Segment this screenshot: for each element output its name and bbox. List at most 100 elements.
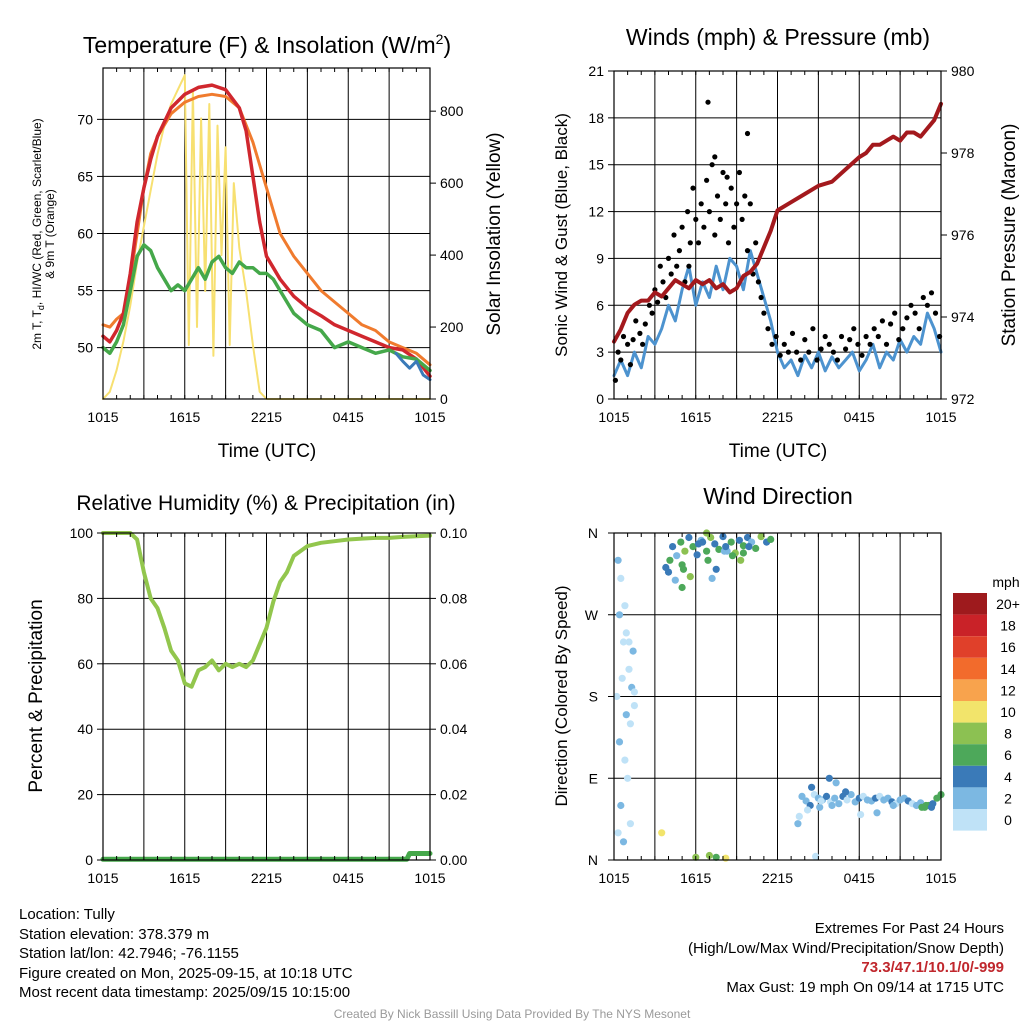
- left-y-tick-label: 6: [596, 297, 604, 313]
- direction-point: [737, 556, 745, 564]
- x-tick-label: 1015: [925, 409, 956, 425]
- direction-point: [922, 801, 930, 810]
- direction-point: [767, 535, 775, 544]
- direction-point: [671, 576, 679, 584]
- gust-point: [736, 169, 743, 176]
- speed-legend-swatch: [953, 765, 987, 788]
- direction-series: [613, 529, 945, 862]
- direction-point: [794, 820, 802, 828]
- direction-point: [727, 538, 735, 546]
- gust-point: [838, 333, 845, 340]
- gust-point: [761, 310, 767, 316]
- gust-point: [769, 341, 775, 347]
- gust-point: [847, 337, 853, 343]
- gust-point: [706, 209, 713, 215]
- speed-legend-label: 2: [1004, 790, 1012, 806]
- gust-point: [826, 341, 832, 347]
- gust-point: [637, 330, 643, 336]
- direction-point: [626, 820, 635, 828]
- station-location: Location: Tully: [19, 906, 115, 923]
- direction-point: [677, 538, 685, 546]
- left-y-tick-label: 70: [77, 111, 93, 127]
- figure-created: Figure created on Mon, 2025-09-15, at 10…: [19, 964, 353, 982]
- gust-point: [888, 321, 894, 327]
- temperature-ylabel-right: Solar Insolation (Yellow): [484, 132, 505, 335]
- direction-point: [658, 829, 666, 837]
- gust-point: [640, 341, 646, 347]
- direction-point: [842, 788, 850, 796]
- right-y-tick-label: 978: [951, 145, 975, 161]
- speed-legend-swatch: [953, 593, 987, 615]
- right-y-tick-label: 0.00: [440, 852, 467, 868]
- speed-legend-swatch: [953, 722, 987, 745]
- direction-point: [711, 540, 719, 548]
- gust-point: [615, 349, 621, 355]
- gust-point: [892, 310, 898, 316]
- temperature-ticks: 1015 1615 2215 0415 1015 50 55 60 65 70 0 200 400 600…: [77, 68, 464, 425]
- left-y-tick-label: 60: [77, 226, 93, 242]
- direction-point: [689, 543, 697, 551]
- gust-point: [871, 326, 877, 332]
- left-y-tick-label: 40: [77, 721, 93, 737]
- gust-point: [698, 201, 704, 207]
- right-y-tick-label: 400: [440, 247, 464, 263]
- gust-point: [744, 248, 751, 254]
- speed-legend-label: 10: [1000, 704, 1016, 720]
- speed-legend: 20+ 18 16 14 12 10 8 6 4 2 0: [953, 593, 1020, 831]
- max-gust: Max Gust: 19 mph On 09/14 at 1715 UTC: [726, 978, 1004, 996]
- left-y-tick-label: 0: [596, 391, 604, 407]
- direction-point: [685, 533, 693, 542]
- x-tick-label: 1015: [87, 409, 118, 425]
- gust-point: [851, 326, 857, 332]
- direction-point: [686, 573, 694, 581]
- speed-legend-label: 20+: [996, 596, 1020, 612]
- extremes-caption: (High/Low/Max Wind/Precipitation/Snow De…: [688, 939, 1004, 957]
- gust-point: [867, 341, 873, 347]
- direction-point: [664, 568, 673, 576]
- gust-point: [875, 333, 881, 340]
- direction-ylabel-left: Direction (Colored By Speed): [552, 585, 571, 806]
- gust-point: [712, 232, 718, 238]
- direction-point: [621, 602, 629, 610]
- direction-point: [630, 688, 639, 696]
- gust-point: [830, 349, 837, 355]
- gust-point: [932, 310, 939, 316]
- direction-tick-label: N: [588, 525, 598, 541]
- gust-point: [777, 352, 783, 358]
- winds-series: [612, 99, 943, 383]
- humidity-series: [100, 531, 433, 862]
- x-tick-label: 2215: [251, 409, 282, 425]
- wind-series-line: [612, 249, 943, 378]
- gust-point: [686, 263, 692, 269]
- direction-point: [622, 711, 630, 719]
- x-tick-label: 1015: [598, 870, 629, 886]
- gust-point: [863, 333, 869, 340]
- gust-point: [753, 240, 759, 246]
- direction-point: [739, 542, 748, 550]
- direction-tick-label: S: [589, 689, 598, 705]
- gust-point: [712, 154, 718, 160]
- svg-text:& 9m T (Orange): & 9m T (Orange): [43, 189, 57, 279]
- x-tick-label: 1615: [169, 409, 200, 425]
- gust-point: [928, 290, 935, 296]
- right-y-tick-label: 980: [951, 63, 975, 79]
- gust-point: [742, 193, 748, 199]
- direction-point: [669, 543, 677, 551]
- gust-point: [734, 201, 740, 207]
- speed-legend-label: 0: [1004, 812, 1012, 828]
- direction-point: [693, 551, 701, 559]
- x-tick-label: 2215: [251, 870, 282, 886]
- right-y-tick-label: 0.06: [440, 656, 467, 672]
- gust-point: [908, 302, 914, 308]
- direction-point: [705, 851, 714, 860]
- humidity-ticks: 1015 1615 2215 0415 1015 0 20 40 60 80 100 0.00 0.02…: [70, 525, 468, 886]
- gust-point: [896, 337, 902, 343]
- gust-point: [642, 321, 648, 327]
- speed-legend-label: 14: [1000, 661, 1016, 677]
- gust-point: [717, 216, 723, 222]
- speed-legend-swatch: [953, 657, 987, 680]
- gust-point: [695, 240, 702, 246]
- direction-tick-label: W: [585, 607, 599, 623]
- svg-text:2m T, Td, HI/WC (Red, Green, S: 2m T, Td, HI/WC (Red, Green, Scarlet/Blu…: [30, 118, 46, 349]
